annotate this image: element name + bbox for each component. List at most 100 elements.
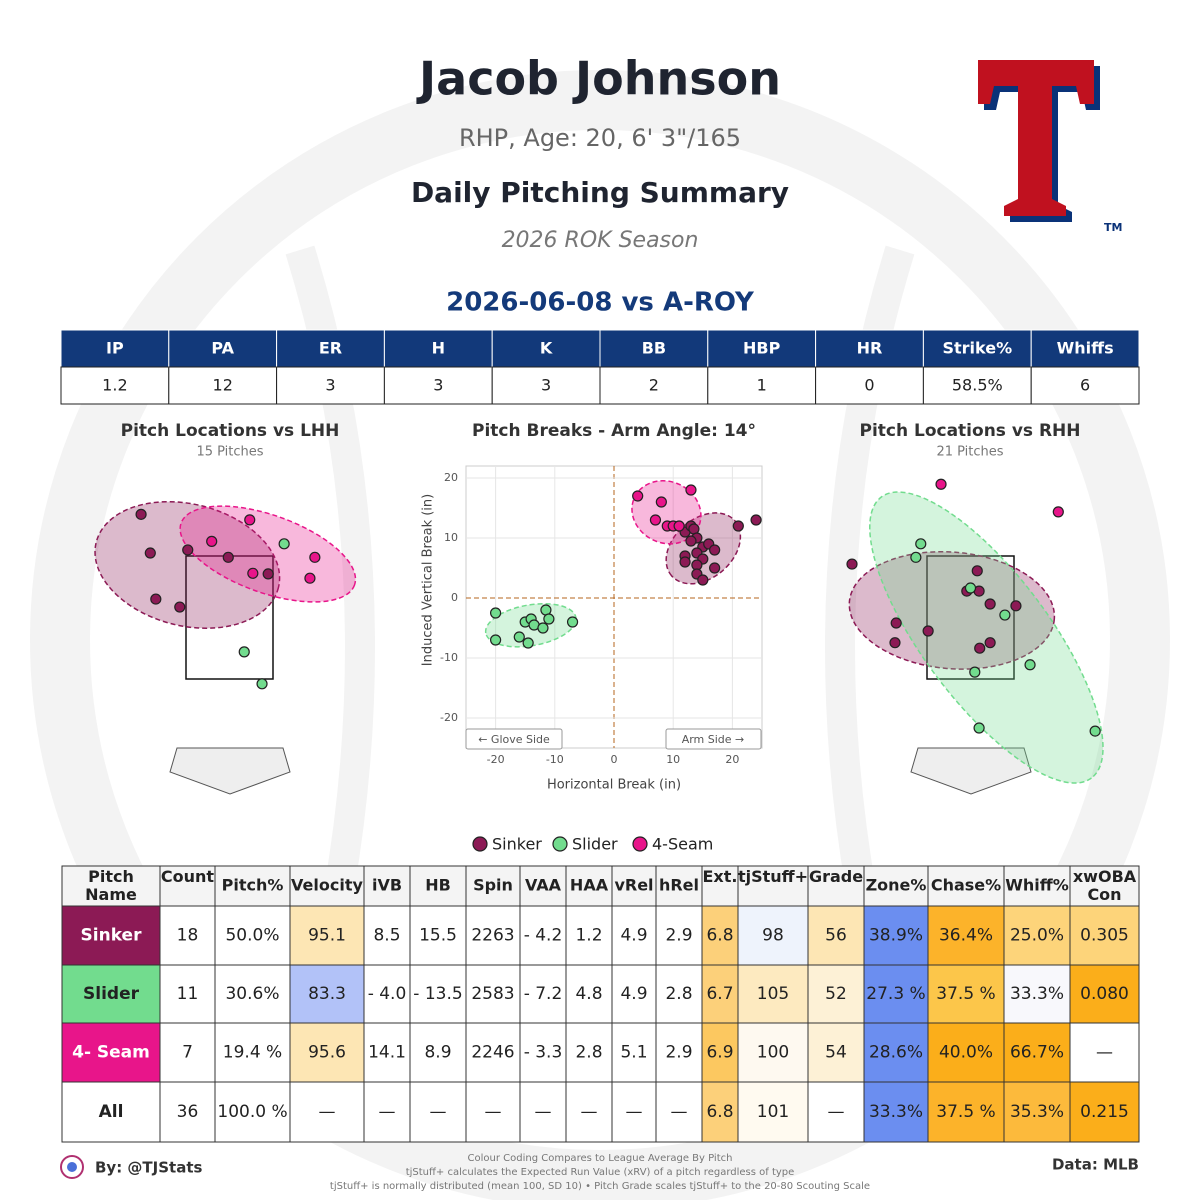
table-header: xwOBA Con	[1073, 867, 1137, 904]
table-value: 6.7	[706, 984, 733, 1004]
table-cell	[565, 1022, 613, 1083]
stats-value: 3	[325, 376, 335, 395]
chart-subtitle: 21 Pitches	[936, 445, 1003, 460]
player-info: RHP, Age: 20, 6' 3"/165	[459, 124, 741, 152]
pitch-point	[679, 556, 691, 568]
stats-header: H	[432, 339, 445, 358]
pitch-name: 4- Seam	[72, 1043, 150, 1063]
stats-cell	[383, 366, 493, 405]
table-cell	[655, 905, 703, 966]
legend-label: Sinker	[492, 835, 542, 854]
table-header: vRel	[614, 876, 653, 895]
player-name: Jacob Johnson	[416, 52, 781, 106]
y-tick-label: -10	[440, 651, 458, 664]
table-value: 11	[177, 984, 199, 1004]
table-value: - 7.2	[524, 984, 563, 1004]
stats-header: BB	[642, 339, 666, 358]
table-cell	[737, 905, 809, 966]
table-value: - 13.5	[413, 984, 462, 1004]
pitch-point	[1052, 506, 1064, 518]
table-value: 105	[757, 984, 789, 1004]
pitch-point	[1024, 659, 1036, 671]
table-header-cell	[214, 865, 291, 907]
table-header-cell	[289, 865, 365, 907]
x-tick-label: 20	[725, 753, 739, 766]
pitch-point	[984, 598, 996, 610]
table-value: 0.215	[1080, 1102, 1129, 1122]
table-cell	[1069, 1081, 1140, 1143]
table-cell	[1069, 1022, 1140, 1083]
pitch-point	[655, 496, 667, 508]
table-value: 6.8	[706, 926, 733, 946]
stats-header-cell	[60, 329, 170, 368]
pitch-point	[513, 631, 525, 643]
legend-marker	[632, 836, 648, 852]
table-value: 8.5	[373, 926, 400, 946]
table-value: 0.080	[1080, 984, 1129, 1004]
stats-value: 12	[213, 376, 233, 395]
table-header-cell	[565, 865, 613, 907]
zone-rhh	[910, 555, 1032, 795]
table-value: 52	[825, 984, 847, 1004]
table-header: hRel	[659, 876, 699, 895]
table-value: 100.0 %	[217, 1102, 287, 1122]
y-axis-label: Induced Vertical Break (in)	[421, 494, 436, 667]
stats-header: K	[540, 339, 553, 358]
pitch-point	[915, 538, 927, 550]
pitch-point	[632, 490, 644, 502]
table-header-cell	[807, 865, 865, 907]
table-value: 95.6	[308, 1043, 346, 1063]
table-cell	[807, 1022, 865, 1083]
footnote: tjStuff+ calculates the Expected Run Val…	[406, 1167, 795, 1178]
table-value: —	[828, 1102, 845, 1122]
table-cell	[1069, 964, 1140, 1024]
table-cell	[519, 964, 567, 1024]
table-value: 83.3	[308, 984, 346, 1004]
table-value: 19.4 %	[223, 1043, 282, 1063]
pitch-point	[244, 514, 256, 526]
stats-value: 1.2	[102, 376, 127, 395]
pitch-point	[135, 508, 147, 520]
pitch-point	[750, 514, 762, 526]
table-cell	[465, 1081, 521, 1143]
table-value: 33.3%	[1010, 984, 1064, 1004]
table-cell	[701, 964, 739, 1024]
table-value: 1.2	[575, 926, 602, 946]
y-tick-label: 20	[444, 471, 458, 484]
table-cell	[409, 905, 467, 966]
table-value: 6.8	[706, 1102, 733, 1122]
pitch-point	[543, 613, 555, 625]
pitch-point	[649, 514, 662, 526]
table-cell	[289, 964, 365, 1024]
chart-title: Pitch Breaks - Arm Angle: 14°	[472, 421, 756, 441]
legend-marker	[472, 836, 488, 852]
table-header: Pitch Name	[85, 867, 137, 904]
pitch-point	[984, 637, 996, 649]
pitch-point	[964, 582, 977, 594]
table-header: Zone%	[866, 876, 927, 895]
table-header: Count	[161, 867, 215, 886]
pitch-point	[566, 616, 579, 628]
table-value: 98	[762, 926, 784, 946]
pitch-point	[278, 538, 290, 550]
pitch-point	[144, 547, 156, 559]
pitch-point	[922, 625, 934, 637]
stats-header: Whiffs	[1057, 339, 1114, 358]
chart-title: Pitch Locations vs RHH	[859, 421, 1080, 441]
stats-cell	[922, 366, 1032, 405]
table-header: Grade	[809, 867, 863, 886]
table-value: 38.9%	[869, 926, 923, 946]
table-cell	[409, 964, 467, 1024]
stats-value: 2	[649, 376, 659, 395]
stats-header: ER	[319, 339, 342, 358]
table-cell	[214, 905, 291, 966]
table-cell	[927, 1022, 1005, 1083]
footnote: tjStuff+ is normally distributed (mean 1…	[330, 1181, 870, 1192]
table-cell	[1003, 964, 1071, 1024]
table-header: Whiff%	[1005, 876, 1069, 895]
table-cell	[655, 1081, 703, 1143]
table-value: 25.0%	[1010, 926, 1064, 946]
pitch-point	[910, 551, 922, 563]
x-tick-label: -20	[487, 753, 505, 766]
stats-header: HR	[857, 339, 883, 358]
